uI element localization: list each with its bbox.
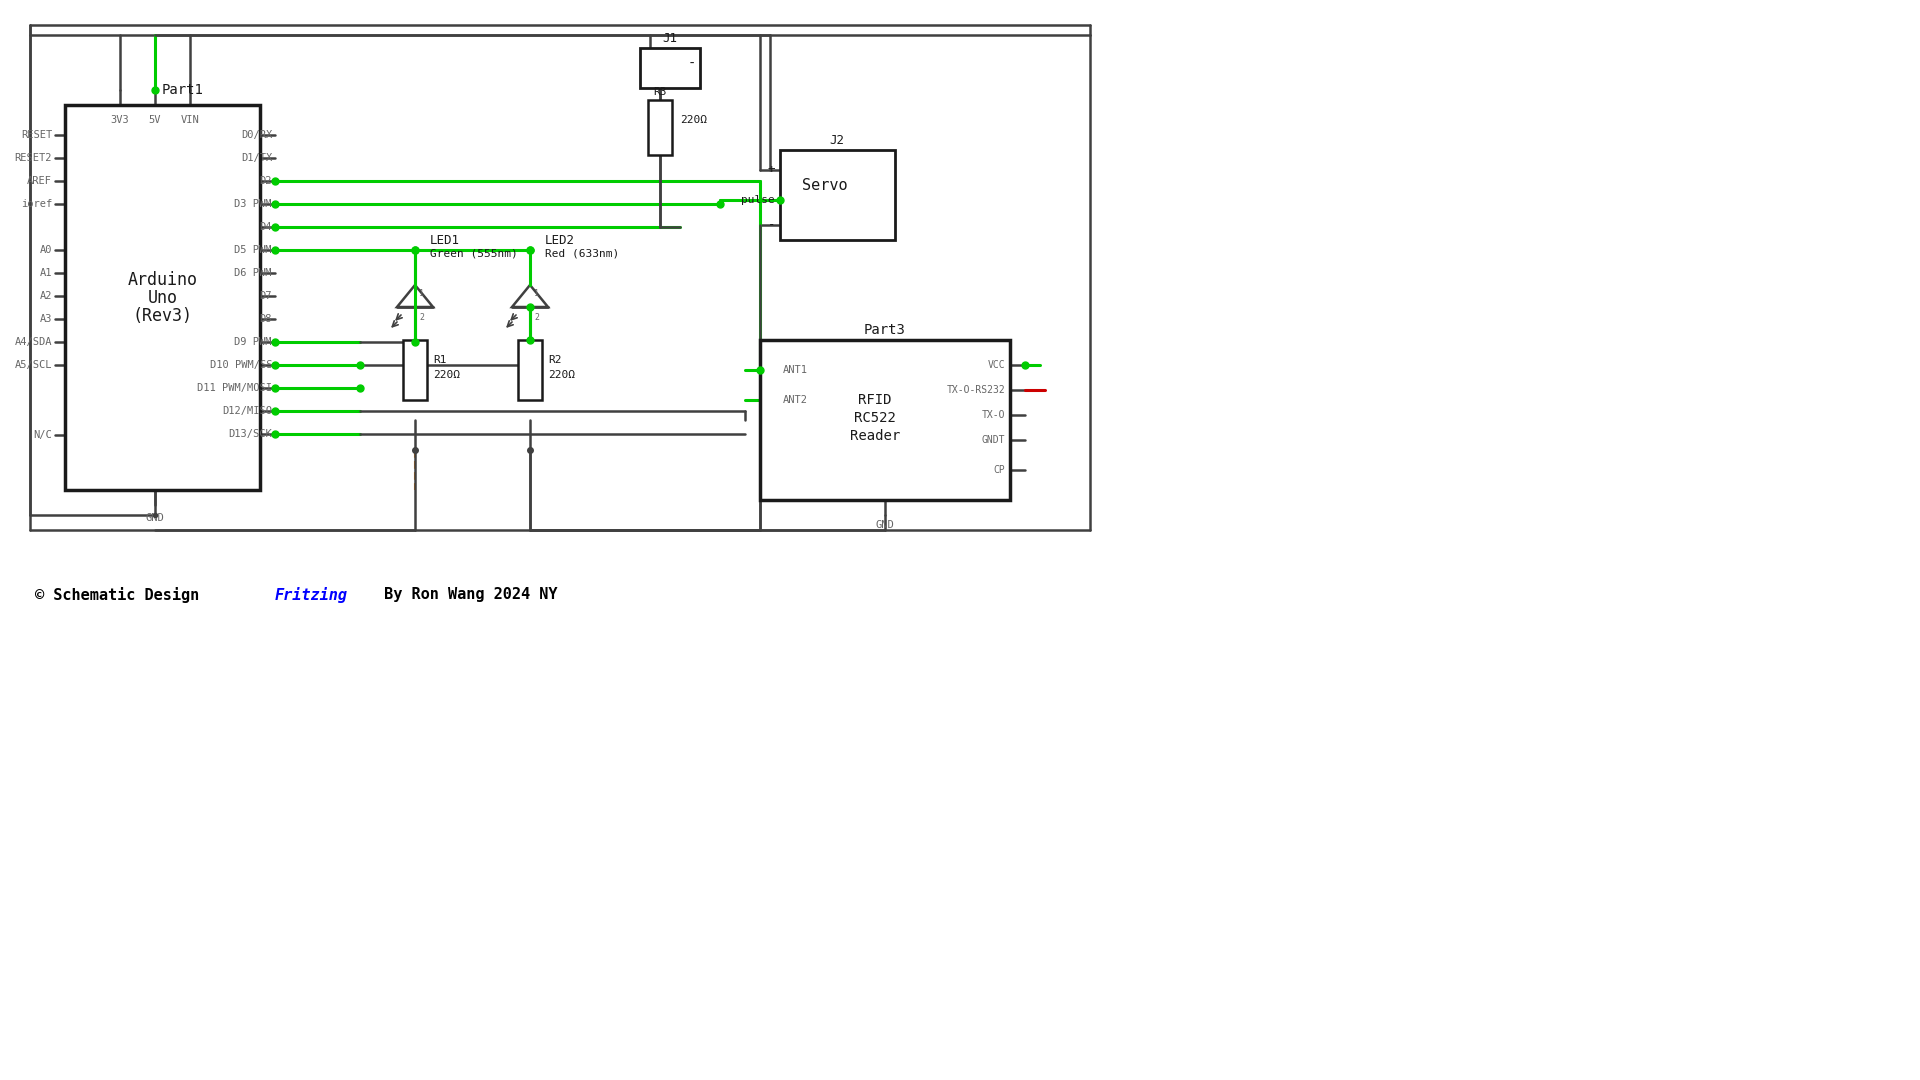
Text: Arduino: Arduino xyxy=(127,271,198,289)
Text: Red (633nm): Red (633nm) xyxy=(545,248,620,258)
Text: TX-O: TX-O xyxy=(981,410,1004,420)
Text: D11 PWM/MOSI: D11 PWM/MOSI xyxy=(198,383,273,393)
Text: A0: A0 xyxy=(40,245,52,255)
Text: AREF: AREF xyxy=(27,176,52,186)
Text: 5V: 5V xyxy=(148,114,161,125)
Text: ANT2: ANT2 xyxy=(783,395,808,405)
Text: N/C: N/C xyxy=(33,430,52,440)
Text: ANT1: ANT1 xyxy=(783,365,808,375)
Text: D2: D2 xyxy=(259,176,273,186)
Text: 1: 1 xyxy=(419,288,424,297)
Text: By Ron Wang 2024 NY: By Ron Wang 2024 NY xyxy=(374,588,557,603)
Text: RFID: RFID xyxy=(858,393,891,407)
Text: J1: J1 xyxy=(662,31,678,44)
Bar xyxy=(780,150,895,240)
Text: D12/MISO: D12/MISO xyxy=(223,406,273,416)
Text: LED1: LED1 xyxy=(430,233,461,246)
Bar xyxy=(760,340,1010,500)
Text: A2: A2 xyxy=(40,291,52,301)
Text: 3V3: 3V3 xyxy=(111,114,129,125)
Text: A4/SDA: A4/SDA xyxy=(15,337,52,347)
Text: R2: R2 xyxy=(547,355,561,365)
Text: D8: D8 xyxy=(259,314,273,324)
Bar xyxy=(649,100,672,156)
Text: RC522: RC522 xyxy=(854,411,897,426)
Text: Part3: Part3 xyxy=(864,323,906,337)
Text: R1: R1 xyxy=(434,355,447,365)
Text: GNDT: GNDT xyxy=(981,435,1004,445)
Text: A1: A1 xyxy=(40,268,52,278)
Text: VCC: VCC xyxy=(987,360,1004,370)
Text: © Schematic Design: © Schematic Design xyxy=(35,588,209,603)
Text: 1: 1 xyxy=(534,288,540,297)
Bar xyxy=(403,340,426,400)
Text: D13/SCK: D13/SCK xyxy=(228,429,273,438)
Bar xyxy=(65,105,259,490)
Text: Servo: Servo xyxy=(803,177,849,192)
Text: pulse: pulse xyxy=(741,195,776,205)
Text: J2: J2 xyxy=(829,134,845,147)
Text: CP: CP xyxy=(993,465,1004,475)
Text: D1/TX: D1/TX xyxy=(240,153,273,163)
Text: D9 PWM: D9 PWM xyxy=(234,337,273,347)
Text: 2: 2 xyxy=(534,313,540,323)
Text: LED2: LED2 xyxy=(545,233,574,246)
Text: TX-O-RS232: TX-O-RS232 xyxy=(947,384,1004,395)
Text: D5 PWM: D5 PWM xyxy=(234,245,273,255)
Text: 220Ω: 220Ω xyxy=(680,114,707,125)
Text: Reader: Reader xyxy=(851,429,900,443)
Text: Uno: Uno xyxy=(148,289,177,307)
Text: RESET: RESET xyxy=(21,130,52,140)
Text: RESET2: RESET2 xyxy=(15,153,52,163)
Text: D10 PWM/SS: D10 PWM/SS xyxy=(209,360,273,370)
Text: VIN: VIN xyxy=(180,114,200,125)
Text: -: - xyxy=(687,57,697,71)
Text: GND: GND xyxy=(146,513,165,523)
Text: D6 PWM: D6 PWM xyxy=(234,268,273,278)
Text: D7: D7 xyxy=(259,291,273,301)
Bar xyxy=(639,48,701,87)
Text: ioref: ioref xyxy=(21,199,52,210)
Text: Green (555nm): Green (555nm) xyxy=(430,248,518,258)
Text: 220Ω: 220Ω xyxy=(547,370,574,380)
Bar xyxy=(518,340,541,400)
Text: 220Ω: 220Ω xyxy=(434,370,461,380)
Text: Part1: Part1 xyxy=(161,83,204,97)
Text: A3: A3 xyxy=(40,314,52,324)
Text: R3: R3 xyxy=(653,87,666,97)
Text: D4: D4 xyxy=(259,222,273,232)
Text: A5/SCL: A5/SCL xyxy=(15,360,52,370)
Text: (Rev3): (Rev3) xyxy=(132,307,192,325)
Text: GND: GND xyxy=(876,519,895,530)
Text: D0/RX: D0/RX xyxy=(240,130,273,140)
Text: -: - xyxy=(768,218,776,231)
Text: Fritzing: Fritzing xyxy=(275,588,348,603)
Text: D3 PWM: D3 PWM xyxy=(234,199,273,210)
Text: +: + xyxy=(768,163,776,176)
Text: 2: 2 xyxy=(419,313,424,323)
